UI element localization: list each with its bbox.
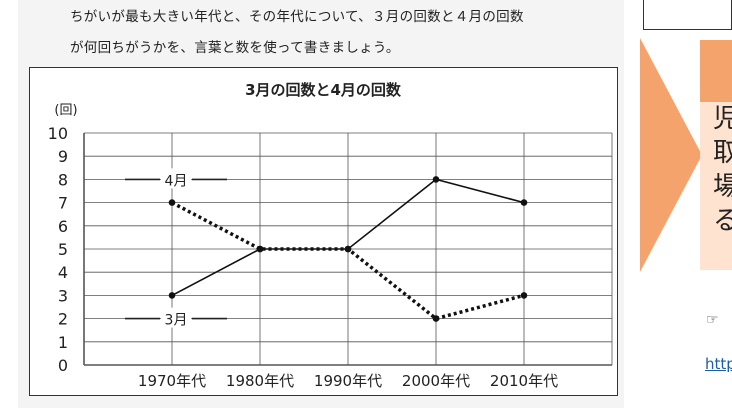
data-point (344, 245, 352, 253)
y-tick-label: 4 (58, 263, 68, 282)
data-point (520, 199, 528, 206)
y-tick-label: 10 (48, 124, 68, 143)
x-tick-label: 2000年代 (402, 372, 470, 390)
y-tick-label: 7 (58, 194, 68, 213)
legend-label-bg (161, 168, 191, 189)
y-tick-label: 3 (58, 286, 68, 305)
reference-link[interactable]: http (705, 355, 732, 373)
y-tick-label: 1 (58, 333, 68, 352)
panel-text-line: 場 (713, 172, 732, 202)
data-point (168, 199, 176, 206)
y-tick-label: 5 (58, 240, 68, 259)
y-axis-label: (回) (54, 103, 77, 118)
y-tick-label: 9 (58, 147, 68, 166)
side-box (643, 0, 732, 30)
panel-header (700, 40, 732, 102)
panel-text-line: 取 (713, 138, 732, 168)
data-point (168, 292, 176, 299)
y-tick-label: 0 (58, 356, 68, 375)
chart-svg: 3月の回数と4月の回数 (回) 0 1 2 3 4 5 6 7 8 9 10 1970年代 1980年代 19… (48, 81, 613, 390)
x-tick-label: 2010年代 (490, 372, 558, 390)
y-tick-label: 2 (58, 310, 68, 329)
x-tick-label: 1980年代 (226, 372, 294, 390)
data-point (432, 315, 440, 322)
legend-label-bg (161, 307, 191, 328)
x-tick-label: 1970年代 (138, 372, 206, 390)
data-point (256, 245, 264, 253)
chart-title: 3月の回数と4月の回数 (245, 81, 402, 99)
panel-text-line: 児 (713, 104, 732, 134)
line-chart: 3月の回数と4月の回数 (回) 0 1 2 3 4 5 6 7 8 9 10 1970年代 1980年代 19… (29, 67, 618, 396)
arrow-shape (640, 38, 702, 272)
x-tick-label: 1990年代 (314, 372, 382, 390)
pointing-hand-icon: ☞ (706, 312, 719, 328)
y-tick-label: 8 (58, 170, 68, 189)
data-point (520, 292, 528, 299)
instruction-line-2: が何回ちがうかを、言葉と数を使って書きましょう。 (70, 40, 400, 56)
series-label: 4月 (165, 173, 188, 189)
y-tick-label: 6 (58, 217, 68, 236)
panel-body: 児 取 場 る (700, 102, 732, 270)
panel-text-line: る (713, 206, 732, 236)
series-label: 3月 (165, 313, 188, 329)
data-point (432, 176, 440, 183)
instruction-line-1: ちがいが最も大きい年代と、その年代について、３月の回数と４月の回数 (70, 9, 524, 25)
